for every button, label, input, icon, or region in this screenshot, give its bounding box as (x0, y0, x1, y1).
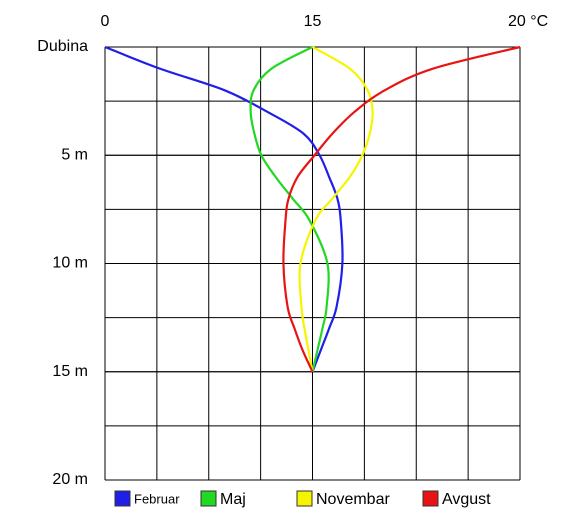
y-tick-label: 20 m (52, 471, 88, 488)
legend-swatch (296, 490, 313, 507)
y-tick-label: 10 m (52, 255, 88, 272)
x-tick-label: 20 °C (508, 13, 548, 30)
x-tick-label: 15 (304, 13, 322, 30)
grid (104, 46, 521, 481)
legend-swatch (114, 490, 131, 507)
y-tick-label: Dubina (37, 38, 88, 55)
legend-label: Maj (220, 491, 246, 508)
legend-swatch (422, 490, 439, 507)
labels: 0 15 20 °C Dubina 5 m 10 m 15 m 20 m Februar Maj N… (37, 13, 548, 508)
series-line (249, 46, 330, 372)
legend-label: Avgust (442, 491, 491, 508)
legend-label: Februar (134, 491, 180, 506)
y-tick-label: 5 m (61, 146, 88, 163)
y-tick-label: 15 m (52, 363, 88, 380)
x-tick-label: 0 (101, 13, 110, 30)
series-line (282, 45, 521, 373)
legend-label: Novembar (316, 491, 390, 508)
series-line (298, 46, 374, 372)
series-line (104, 45, 344, 373)
lines (104, 45, 521, 373)
legend-swatch (200, 490, 217, 507)
